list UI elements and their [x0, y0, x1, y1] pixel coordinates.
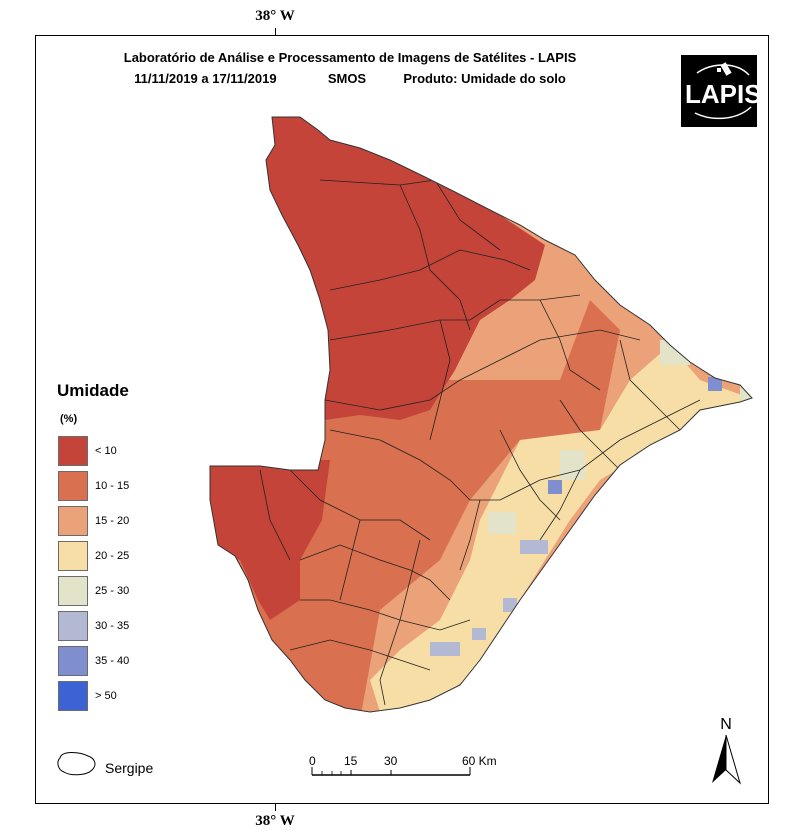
- product-name: Produto: Umidade do solo: [403, 71, 566, 86]
- scale-label-0: 0: [309, 754, 316, 768]
- date-range: 11/11/2019 a 17/11/2019: [134, 71, 277, 86]
- map-title: Laboratório de Análise e Processamento d…: [123, 50, 577, 65]
- legend-label-over-50: > 50: [95, 690, 117, 702]
- class-25-30-patch: [560, 450, 585, 480]
- class-30-35-patch: [472, 628, 486, 640]
- longitude-tick-bottom: [275, 804, 276, 811]
- class-30-35-patch: [520, 540, 548, 554]
- legend-label-35-40: 35 - 40: [95, 655, 130, 667]
- longitude-label-bottom: 38° W: [255, 813, 295, 829]
- class-20-25-area: [370, 345, 750, 712]
- longitude-label-top: 38° W: [255, 8, 295, 24]
- legend-label-10-15: 10 - 15: [95, 480, 130, 492]
- scale-label-30: 30: [384, 754, 398, 768]
- scale-label-15: 15: [344, 754, 358, 768]
- scale-bar: [311, 767, 471, 776]
- logo-text: LAPIS: [685, 79, 762, 109]
- legend-swatch-over-50: [58, 681, 88, 711]
- legend-title: Umidade: [57, 381, 129, 400]
- legend-swatch-20-25: [58, 541, 88, 571]
- map-frame: [35, 35, 769, 804]
- moisture-raster: [210, 117, 752, 712]
- class-30-35-patch: [430, 642, 460, 656]
- lapis-logo: LAPIS: [681, 55, 762, 127]
- legend-swatch-10-15: [58, 471, 88, 501]
- class-35-40-patch: [708, 377, 722, 391]
- class-25-30-patch: [660, 340, 690, 365]
- north-arrow-icon: [712, 734, 741, 785]
- class-under-10-north: [260, 117, 545, 420]
- sensor-name: SMOS: [327, 71, 367, 86]
- municipal-boundaries: [259, 179, 701, 706]
- legend-label-30-35: 30 - 35: [95, 620, 130, 632]
- scale-label-60: 60 Km: [462, 754, 497, 768]
- sergipe-legend-label: Sergipe: [105, 760, 154, 776]
- legend-swatch-25-30: [58, 576, 88, 606]
- map-subtitle: 11/11/2019 a 17/11/2019 SMOS Produto: Um…: [0, 71, 700, 86]
- north-label: N: [720, 716, 732, 733]
- class-25-30-patch: [488, 512, 516, 534]
- legend-label-under-10: < 10: [95, 445, 117, 457]
- legend-swatch-30-35: [58, 611, 88, 641]
- class-under-10-west: [210, 460, 330, 620]
- legend-unit: (%): [60, 413, 78, 425]
- legend-swatch-35-40: [58, 646, 88, 676]
- longitude-tick-top: [275, 28, 276, 35]
- legend-swatch-15-20: [58, 506, 88, 536]
- legend-label-20-25: 20 - 25: [95, 550, 130, 562]
- class-30-35-patch: [503, 598, 517, 612]
- satellite-icon: [694, 62, 752, 120]
- class-35-40-patch: [548, 480, 562, 494]
- sergipe-legend-symbol: [57, 752, 96, 776]
- legend-label-25-30: 25 - 30: [95, 585, 130, 597]
- legend-swatch-under-10: [58, 436, 88, 466]
- legend-label-15-20: 15 - 20: [95, 515, 130, 527]
